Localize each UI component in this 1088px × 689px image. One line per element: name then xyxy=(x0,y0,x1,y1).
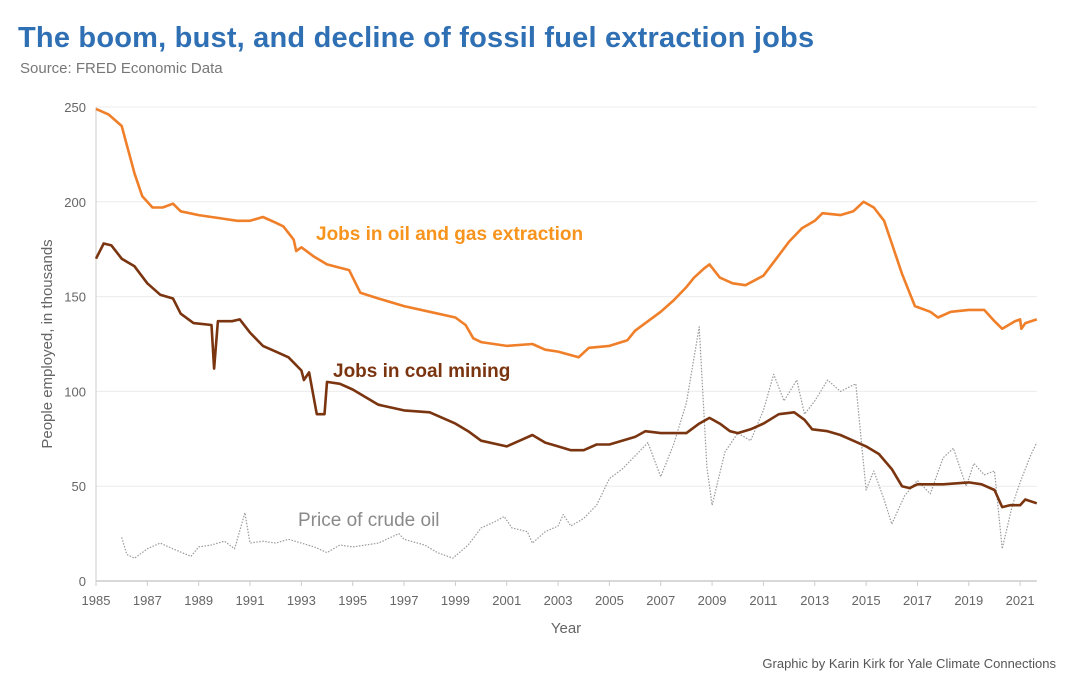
x-tick-label: 2003 xyxy=(544,593,573,608)
x-tick-label: 2017 xyxy=(903,593,932,608)
y-tick-label: 100 xyxy=(64,384,86,399)
x-tick-label: 2005 xyxy=(595,593,624,608)
grid xyxy=(96,106,1037,487)
y-tick-label: 150 xyxy=(64,290,86,305)
x-tick-label: 1991 xyxy=(236,593,265,608)
series-line-2 xyxy=(121,326,1038,559)
series-line-0 xyxy=(95,107,1038,359)
credit-text: Graphic by Karin Kirk for Yale Climate C… xyxy=(762,656,1056,671)
x-tick-label: 2001 xyxy=(492,593,521,608)
y-tick-label: 50 xyxy=(72,479,86,494)
y-axis-label: People employed, in thousands xyxy=(39,239,56,448)
series-line-1 xyxy=(94,242,1038,509)
x-tick-label: 2019 xyxy=(954,593,983,608)
x-tick-label: 2021 xyxy=(1006,593,1035,608)
x-tick-label: 1989 xyxy=(184,593,213,608)
x-tick-label: 2011 xyxy=(749,593,777,608)
x-tick-label: 2009 xyxy=(698,593,727,608)
y-tick-label: 0 xyxy=(79,574,86,589)
x-tick-label: 2013 xyxy=(800,593,829,608)
x-axis-label: Year xyxy=(551,620,581,637)
x-tick-label: 2007 xyxy=(646,593,675,608)
x-tick-label: 1993 xyxy=(287,593,316,608)
y-tick-label: 250 xyxy=(64,100,86,115)
x-tick-label: 2015 xyxy=(852,593,881,608)
chart-subtitle: Source: FRED Economic Data xyxy=(20,60,223,77)
x-tick-label: 1985 xyxy=(82,593,111,608)
y-tick-label: 200 xyxy=(64,195,86,210)
series-labels: Jobs in oil and gas extraction Jobs in co… xyxy=(298,224,583,531)
x-tick-label: 1995 xyxy=(338,593,367,608)
series-label-0: Jobs in oil and gas extraction xyxy=(316,224,583,245)
x-tick-label: 1999 xyxy=(441,593,470,608)
series-label-2: Price of crude oil xyxy=(298,510,440,531)
series-lines xyxy=(94,107,1038,559)
chart-title: The boom, bust, and decline of fossil fu… xyxy=(18,22,815,54)
x-tick-label: 1987 xyxy=(133,593,162,608)
axes: 0 50 100 150 200 250 1985 1987 1989 1991 1993 1995 1… xyxy=(39,100,1037,637)
series-label-1: Jobs in coal mining xyxy=(333,361,510,382)
x-tick-label: 1997 xyxy=(390,593,419,608)
